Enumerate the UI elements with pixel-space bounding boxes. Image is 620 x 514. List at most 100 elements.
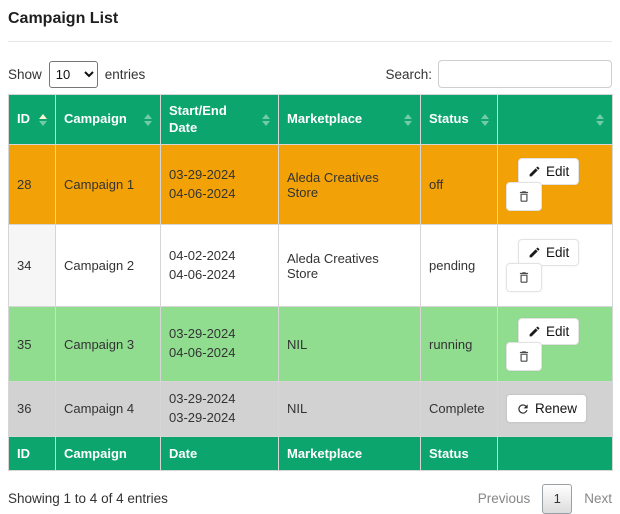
footer-status: Status bbox=[420, 435, 498, 471]
page-title: Campaign List bbox=[8, 10, 119, 27]
sort-desc-icon bbox=[39, 120, 47, 126]
footer-marketplace: Marketplace bbox=[278, 435, 421, 471]
sort-desc-icon bbox=[481, 120, 489, 126]
status-cell: Complete bbox=[420, 381, 498, 437]
column-header-marketplace-label: Marketplace bbox=[287, 111, 363, 127]
dates-cell: 03-29-2024 03-29-2024 bbox=[160, 381, 279, 437]
sort-desc-icon bbox=[262, 120, 270, 126]
sort-desc-icon bbox=[404, 120, 412, 126]
table-info: Showing 1 to 4 of 4 entries bbox=[8, 491, 168, 507]
edit-button[interactable]: Edit bbox=[518, 317, 580, 345]
column-header-dates-label: Start/End Date bbox=[169, 103, 227, 135]
sort-desc-icon bbox=[144, 120, 152, 126]
pencil-icon bbox=[529, 166, 540, 177]
edit-label: Edit bbox=[546, 164, 570, 179]
status-cell: running bbox=[420, 306, 498, 382]
footer-actions bbox=[497, 435, 613, 471]
sort-icons bbox=[144, 113, 152, 126]
edit-button[interactable]: Edit bbox=[518, 158, 580, 185]
trash-icon bbox=[519, 191, 529, 202]
sort-icons bbox=[404, 113, 412, 126]
delete-button[interactable] bbox=[506, 182, 542, 211]
trash-icon bbox=[519, 350, 529, 362]
column-header-status-label: Status bbox=[429, 111, 469, 127]
id-cell: 36 bbox=[8, 381, 56, 437]
trash-icon bbox=[519, 272, 529, 283]
column-header-id-label: ID bbox=[17, 111, 30, 127]
campaign-cell: Campaign 2 bbox=[55, 224, 161, 307]
sort-asc-icon bbox=[262, 113, 270, 119]
actions-cell: Edit bbox=[497, 144, 613, 225]
page-length-select[interactable]: 10 bbox=[48, 60, 98, 88]
delete-button[interactable] bbox=[506, 341, 542, 371]
end-date: 04-06-2024 bbox=[169, 266, 236, 282]
footer-date: Date bbox=[160, 435, 279, 471]
actions-cell: Renew bbox=[497, 381, 613, 437]
end-date: 04-06-2024 bbox=[169, 185, 236, 201]
end-date: 04-06-2024 bbox=[169, 345, 236, 360]
actions-cell: Edit bbox=[497, 224, 613, 307]
search-input[interactable] bbox=[438, 60, 612, 88]
title-divider bbox=[8, 41, 612, 42]
column-header-campaign-label: Campaign bbox=[64, 111, 127, 127]
table-row: 28 Campaign 1 03-29-2024 04-06-2024 Aled… bbox=[8, 144, 613, 225]
delete-button[interactable] bbox=[506, 263, 542, 292]
id-cell: 34 bbox=[8, 224, 56, 307]
show-label: Show bbox=[8, 66, 42, 82]
previous-button[interactable]: Previous bbox=[477, 491, 531, 507]
renew-button[interactable]: Renew bbox=[506, 394, 588, 424]
marketplace-cell: NIL bbox=[278, 381, 421, 437]
status-cell: pending bbox=[420, 224, 498, 307]
edit-button[interactable]: Edit bbox=[518, 239, 580, 266]
edit-label: Edit bbox=[546, 245, 570, 260]
search-control: Search: bbox=[385, 60, 612, 88]
search-label: Search: bbox=[385, 66, 432, 82]
marketplace-cell: Aleda Creatives Store bbox=[278, 144, 421, 225]
footer-row: ID Campaign Date Marketplace Status bbox=[8, 435, 613, 471]
id-cell: 28 bbox=[8, 144, 56, 225]
status-cell: off bbox=[420, 144, 498, 225]
dates-cell: 03-29-2024 04-06-2024 bbox=[160, 306, 279, 382]
dates-cell: 04-02-2024 04-06-2024 bbox=[160, 224, 279, 307]
column-header-campaign[interactable]: Campaign bbox=[55, 94, 161, 145]
actions-cell: Edit bbox=[497, 306, 613, 382]
table-row: 35 Campaign 3 03-29-2024 04-06-2024 NIL … bbox=[8, 306, 613, 382]
footer-id: ID bbox=[8, 435, 56, 471]
refresh-icon bbox=[518, 404, 528, 414]
sort-asc-icon bbox=[404, 113, 412, 119]
pencil-icon bbox=[529, 247, 540, 258]
column-header-marketplace[interactable]: Marketplace bbox=[278, 94, 421, 145]
campaign-table: ID Campaign Start/End Date Marketplace S… bbox=[8, 94, 613, 471]
column-header-actions[interactable] bbox=[497, 94, 613, 145]
column-header-id[interactable]: ID bbox=[8, 94, 56, 145]
start-date: 03-29-2024 bbox=[169, 391, 236, 406]
entries-label: entries bbox=[104, 66, 146, 82]
renew-label: Renew bbox=[535, 401, 578, 417]
sort-icons bbox=[481, 113, 489, 126]
sort-asc-icon bbox=[596, 113, 604, 119]
sort-asc-icon bbox=[39, 113, 47, 119]
marketplace-cell: Aleda Creatives Store bbox=[278, 224, 421, 307]
dates-cell: 03-29-2024 04-06-2024 bbox=[160, 144, 279, 225]
header-row: ID Campaign Start/End Date Marketplace S… bbox=[8, 94, 613, 145]
page-1-button[interactable]: 1 bbox=[542, 483, 573, 514]
campaign-cell: Campaign 4 bbox=[55, 381, 161, 437]
next-button[interactable]: Next bbox=[584, 491, 612, 507]
footer-campaign: Campaign bbox=[55, 435, 161, 471]
edit-label: Edit bbox=[546, 323, 570, 339]
campaign-cell: Campaign 1 bbox=[55, 144, 161, 225]
table-row: 36 Campaign 4 03-29-2024 03-29-2024 NIL … bbox=[8, 381, 613, 437]
table-row: 34 Campaign 2 04-02-2024 04-06-2024 Aled… bbox=[8, 224, 613, 307]
column-header-status[interactable]: Status bbox=[420, 94, 498, 145]
sort-icons bbox=[262, 113, 270, 126]
start-date: 03-29-2024 bbox=[169, 326, 236, 342]
pencil-icon bbox=[529, 326, 540, 336]
table-footer-bar: Showing 1 to 4 of 4 entries Previous 1 N… bbox=[8, 483, 612, 514]
id-cell: 35 bbox=[8, 306, 56, 382]
sort-icons bbox=[39, 113, 47, 126]
marketplace-cell: NIL bbox=[278, 306, 421, 382]
sort-asc-icon bbox=[144, 113, 152, 119]
column-header-dates[interactable]: Start/End Date bbox=[160, 94, 279, 145]
table-controls: Show 10 entries Search: bbox=[8, 60, 612, 88]
sort-desc-icon bbox=[596, 120, 604, 126]
